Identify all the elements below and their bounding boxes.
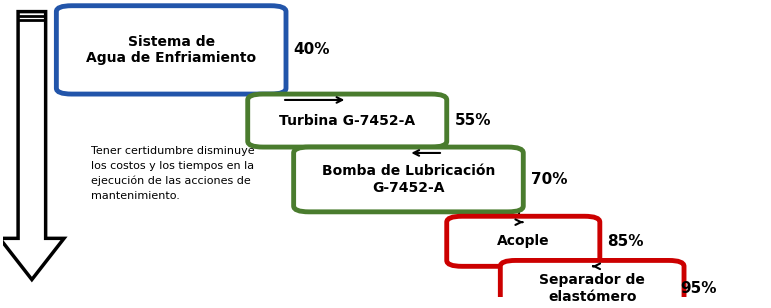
Text: Separador de
elastómero: Separador de elastómero [539,273,645,303]
Text: Tener certidumbre disminuye
los costos y los tiempos en la
ejecución de las acci: Tener certidumbre disminuye los costos y… [91,146,254,201]
Text: Acople: Acople [497,234,550,248]
Text: Sistema de
Agua de Enfriamiento: Sistema de Agua de Enfriamiento [86,35,256,65]
Text: 55%: 55% [454,113,491,128]
FancyBboxPatch shape [247,94,446,147]
Polygon shape [0,12,64,280]
Text: 70%: 70% [531,172,567,187]
Text: 40%: 40% [294,43,330,57]
Text: Bomba de Lubricación
G-7452-A: Bomba de Lubricación G-7452-A [322,164,495,195]
FancyBboxPatch shape [500,261,684,308]
FancyBboxPatch shape [294,147,524,212]
Text: Turbina G-7452-A: Turbina G-7452-A [279,114,416,128]
FancyBboxPatch shape [446,216,600,266]
Text: 85%: 85% [608,234,644,249]
FancyBboxPatch shape [56,6,286,94]
Text: 95%: 95% [680,281,717,296]
